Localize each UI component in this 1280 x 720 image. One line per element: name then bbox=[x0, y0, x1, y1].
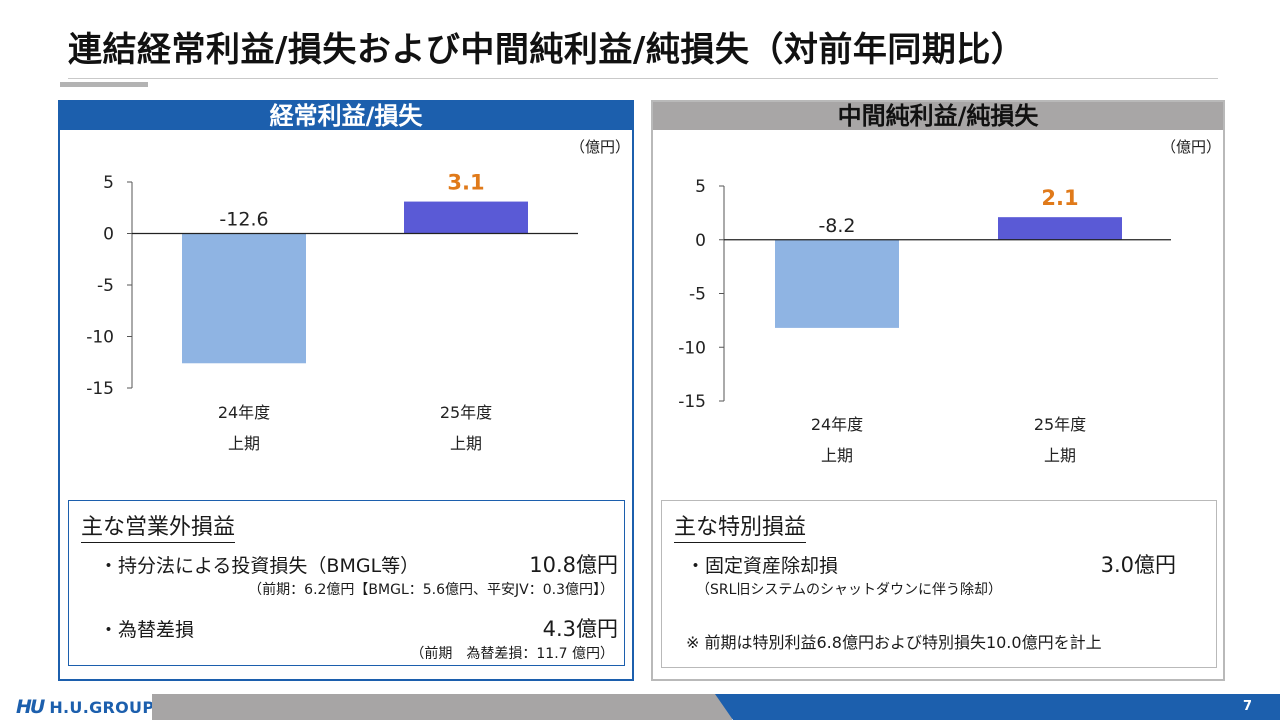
extraordinary-items-title: 主な特別損益 bbox=[674, 509, 807, 543]
net-category-label: 24年度 bbox=[811, 415, 863, 434]
fx-loss-label: ・為替差損 bbox=[99, 619, 195, 641]
fx-loss-note: （前期 為替差損：11.7 億円） bbox=[410, 646, 614, 662]
fixed-asset-loss-value: 3.0億円 bbox=[1100, 553, 1176, 577]
extraordinary-items-box: 主な特別損益 ・固定資産除却損 3.0億円 （SRL旧システムのシャットダウンに… bbox=[661, 500, 1217, 668]
page-title: 連結経常利益/損失および中間純利益/純損失（対前年同期比） bbox=[68, 30, 1026, 70]
ordinary-profit-header: 経常利益/損失 bbox=[60, 102, 632, 130]
ordinary-y-tick-label: -5 bbox=[97, 276, 114, 296]
ordinary-y-tick-label: 5 bbox=[103, 173, 114, 193]
prior-year-remark: ※ 前期は特別利益6.8億円および特別損失10.0億円を計上 bbox=[686, 633, 1102, 652]
fixed-asset-loss-label: ・固定資産除却損 bbox=[686, 555, 839, 577]
ordinary-bar-1 bbox=[182, 233, 306, 364]
net-category-label: 25年度 bbox=[1034, 415, 1086, 434]
non-operating-items-title: 主な営業外損益 bbox=[81, 509, 236, 543]
fixed-asset-loss-note: （SRL旧システムのシャットダウンに伴う除却） bbox=[696, 582, 1002, 598]
ordinary-category-label: 上期 bbox=[450, 434, 482, 453]
net-y-tick-label: -15 bbox=[678, 392, 706, 412]
net-y-tick-label: -5 bbox=[689, 285, 706, 305]
hu-logo-mark: HU bbox=[16, 696, 45, 718]
net-bar-2 bbox=[998, 217, 1122, 240]
ordinary-category-label: 25年度 bbox=[440, 403, 492, 422]
equity-method-loss-note: （前期：6.2億円【BMGL：5.6億円、平安JV：0.3億円】） bbox=[248, 582, 614, 598]
fx-loss-value: 4.3億円 bbox=[542, 617, 618, 641]
footer-blue-band bbox=[715, 694, 1280, 720]
net-bar-1 bbox=[775, 239, 899, 328]
ordinary-data-label-1: -12.6 bbox=[219, 209, 268, 231]
hu-group-logo: HU H.U.GROUP bbox=[16, 696, 154, 718]
left-unit-label: （億円） bbox=[570, 138, 631, 156]
right-unit-label: （億円） bbox=[1161, 138, 1222, 156]
net-income-header: 中間純利益/純損失 bbox=[653, 102, 1223, 130]
equity-method-loss-label: ・持分法による投資損失（BMGL等） bbox=[99, 555, 420, 577]
ordinary-data-label-2: 3.1 bbox=[447, 171, 484, 195]
ordinary-y-tick-label: 0 bbox=[103, 225, 114, 245]
net-income-panel: 中間純利益/純損失 （億円） 5 0 -5 -10 -15 -8.2 24年度上期 2.1 25… bbox=[651, 100, 1225, 681]
ordinary-category-label: 24年度 bbox=[218, 403, 270, 422]
ordinary-category-label: 上期 bbox=[228, 434, 260, 453]
equity-method-loss-value: 10.8億円 bbox=[529, 553, 618, 577]
net-y-tick-label: 5 bbox=[695, 177, 706, 197]
footer-gray-band bbox=[152, 694, 732, 720]
ordinary-y-tick-label: -10 bbox=[86, 328, 114, 348]
ordinary-bar-2 bbox=[404, 201, 528, 234]
net-data-label-2: 2.1 bbox=[1041, 186, 1078, 210]
ordinary-profit-panel: 経常利益/損失 （億円） 5 0 -5 -10 -15 -12.6 24年度上期 3.1 25年… bbox=[58, 100, 634, 681]
non-operating-items-box: 主な営業外損益 ・持分法による投資損失（BMGL等） 10.8億円 （前期：6.… bbox=[68, 500, 625, 666]
title-divider bbox=[68, 78, 1218, 79]
ordinary-y-tick-label: -15 bbox=[86, 379, 114, 399]
net-data-label-1: -8.2 bbox=[818, 215, 855, 237]
net-category-label: 上期 bbox=[1044, 446, 1076, 465]
title-accent-bar bbox=[60, 82, 148, 87]
net-category-label: 上期 bbox=[821, 446, 853, 465]
net-y-tick-label: -10 bbox=[678, 338, 706, 358]
net-y-tick-label: 0 bbox=[695, 231, 706, 251]
page-number: 7 bbox=[1242, 699, 1252, 714]
hu-logo-text: H.U.GROUP bbox=[49, 697, 155, 717]
